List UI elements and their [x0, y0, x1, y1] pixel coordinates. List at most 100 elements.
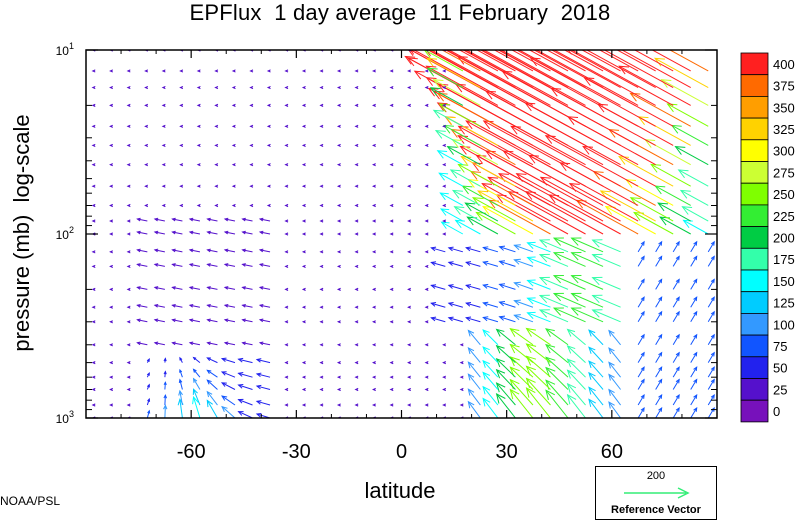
flux-vector-head: [266, 103, 271, 107]
flux-vector: [526, 355, 551, 378]
flux-vector-head: [710, 278, 715, 284]
flux-vector: [482, 329, 499, 346]
flux-vector-head: [453, 206, 465, 215]
flux-vector: [690, 407, 698, 418]
flux-vector: [189, 342, 201, 346]
flux-vector-head: [693, 393, 698, 399]
flux-vector-head: [660, 79, 672, 88]
flux-vector-head: [284, 375, 289, 379]
flux-vector-head: [425, 50, 431, 57]
flux-vector: [259, 218, 271, 222]
flux-vector-head: [258, 217, 264, 222]
flux-vector-head: [420, 50, 421, 51]
flux-vector: [172, 231, 183, 235]
flux-vector-head: [566, 369, 576, 379]
flux-vector-head: [389, 103, 394, 107]
flux-vector: [221, 395, 236, 406]
flux-vector-head: [570, 275, 582, 284]
flux-vector: [707, 379, 715, 390]
flux-vector: [707, 366, 715, 378]
flux-vector-head: [109, 124, 113, 128]
flux-vector-head: [451, 189, 463, 199]
flux-vector: [509, 366, 534, 390]
flux-vector-head: [658, 406, 663, 412]
flux-vector: [431, 317, 446, 323]
flux-vector: [546, 50, 586, 72]
flux-vector-head: [525, 343, 537, 353]
flux-vector-head: [566, 328, 576, 337]
flux-vector: [479, 50, 481, 51]
flux-vector: [496, 393, 516, 418]
flux-vector-head: [354, 219, 359, 223]
flux-vector: [657, 202, 691, 222]
flux-vector-head: [407, 184, 411, 188]
flux-vector-head: [465, 301, 472, 307]
flux-vector-head: [442, 69, 447, 73]
flux-vector: [430, 50, 534, 106]
flux-vector-head: [196, 143, 201, 147]
x-tick-label: 0: [396, 441, 407, 463]
flux-vector: [480, 50, 551, 88]
colorbar-swatch: [740, 356, 769, 379]
flux-vector-head: [389, 85, 394, 90]
flux-vector: [690, 394, 698, 406]
flux-vector: [567, 329, 586, 346]
flux-vector: [465, 50, 569, 106]
flux-vector-head: [109, 203, 113, 208]
flux-vector-head: [407, 163, 411, 167]
flux-vector-head: [459, 145, 471, 155]
flux-vector: [608, 347, 621, 363]
flux-vector: [466, 284, 481, 290]
flux-vector: [569, 183, 639, 222]
flux-vector: [259, 249, 271, 253]
flux-vector: [458, 50, 499, 72]
flux-vector-head: [389, 264, 394, 268]
reference-vector-label: Reference Vector: [611, 504, 701, 516]
flux-vector-head: [301, 69, 306, 73]
flux-vector: [465, 202, 499, 222]
flux-vector-head: [336, 361, 341, 365]
flux-vector: [431, 261, 446, 267]
flux-vector: [438, 172, 464, 187]
flux-vector: [509, 389, 534, 418]
flux-vector-head: [258, 303, 264, 308]
flux-vector: [179, 369, 183, 378]
flux-vector-head: [266, 184, 271, 188]
flux-vector-head: [223, 230, 229, 235]
flux-vector: [179, 379, 183, 390]
flux-vector: [164, 405, 166, 418]
flux-vector-head: [407, 124, 411, 128]
colorbar-label: 150: [773, 274, 795, 289]
flux-vector-head: [109, 184, 113, 188]
flux-vector: [448, 302, 463, 308]
flux-vector-head: [192, 388, 198, 395]
flux-vector: [655, 311, 663, 323]
flux-vector-head: [438, 103, 450, 113]
flux-vector-head: [179, 184, 184, 188]
flux-vector: [467, 373, 481, 390]
flux-vector-head: [430, 302, 437, 307]
flux-vector: [637, 50, 639, 51]
flux-vector: [682, 206, 709, 222]
flux-vector-head: [109, 403, 113, 407]
flux-vector: [600, 190, 656, 222]
flux-vector-head: [675, 278, 680, 284]
flux-vector-head: [126, 403, 131, 407]
flux-vector-head: [319, 361, 324, 365]
flux-vector-head: [91, 387, 96, 392]
flux-vector-head: [525, 365, 536, 376]
flux-vector-head: [640, 406, 645, 412]
flux-vector: [690, 241, 698, 253]
flux-vector-head: [481, 183, 493, 192]
flux-vector: [655, 352, 663, 363]
flux-vector: [488, 176, 569, 222]
flux-vector-head: [126, 375, 131, 379]
flux-vector: [431, 247, 446, 253]
flux-vector-head: [442, 343, 447, 347]
flux-vector-head: [424, 163, 429, 167]
flux-vector: [526, 328, 551, 346]
flux-vector-head: [658, 351, 663, 357]
flux-vector: [707, 279, 715, 290]
flux-vector-head: [336, 375, 341, 379]
flux-vector-head: [424, 219, 429, 223]
